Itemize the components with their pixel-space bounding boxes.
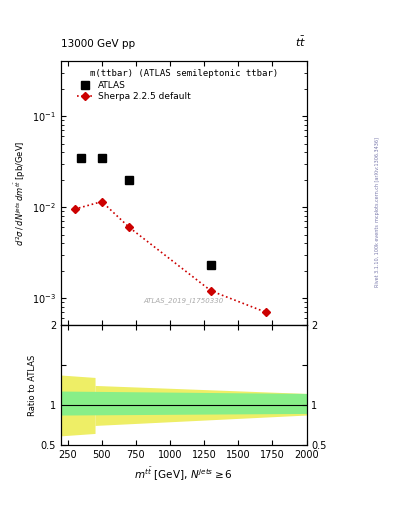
Sherpa 2.2.5 default — [72, 206, 77, 212]
Text: mcplots.cern.ch [arXiv:1306.3436]: mcplots.cern.ch [arXiv:1306.3436] — [375, 137, 380, 222]
Legend: ATLAS, Sherpa 2.2.5 default: ATLAS, Sherpa 2.2.5 default — [75, 79, 193, 102]
X-axis label: $m^{t\bar{t}}$ [GeV], $N^{jets} \geq 6$: $m^{t\bar{t}}$ [GeV], $N^{jets} \geq 6$ — [134, 466, 233, 483]
Text: 13000 GeV pp: 13000 GeV pp — [61, 38, 135, 49]
Line: Sherpa 2.2.5 default: Sherpa 2.2.5 default — [72, 199, 268, 315]
Text: $t\bar{t}$: $t\bar{t}$ — [296, 34, 307, 49]
Text: ATLAS_2019_I1750330: ATLAS_2019_I1750330 — [143, 297, 224, 304]
Sherpa 2.2.5 default — [263, 309, 268, 315]
ATLAS — [127, 177, 132, 183]
Text: m(ttbar) (ATLAS semileptonic ttbar): m(ttbar) (ATLAS semileptonic ttbar) — [90, 69, 278, 78]
Text: Rivet 3.1.10, 100k events: Rivet 3.1.10, 100k events — [375, 225, 380, 287]
Sherpa 2.2.5 default — [127, 224, 132, 230]
ATLAS — [79, 155, 84, 161]
Y-axis label: $d^2\sigma\,/\,dN^{jets}\,dm^{t\bar{t}}$ [pb/GeV]: $d^2\sigma\,/\,dN^{jets}\,dm^{t\bar{t}}$… — [12, 141, 28, 246]
Sherpa 2.2.5 default — [209, 288, 213, 294]
Y-axis label: Ratio to ATLAS: Ratio to ATLAS — [28, 355, 37, 416]
ATLAS — [99, 155, 104, 161]
Line: ATLAS: ATLAS — [77, 154, 215, 269]
ATLAS — [209, 262, 213, 268]
Sherpa 2.2.5 default — [99, 199, 104, 205]
